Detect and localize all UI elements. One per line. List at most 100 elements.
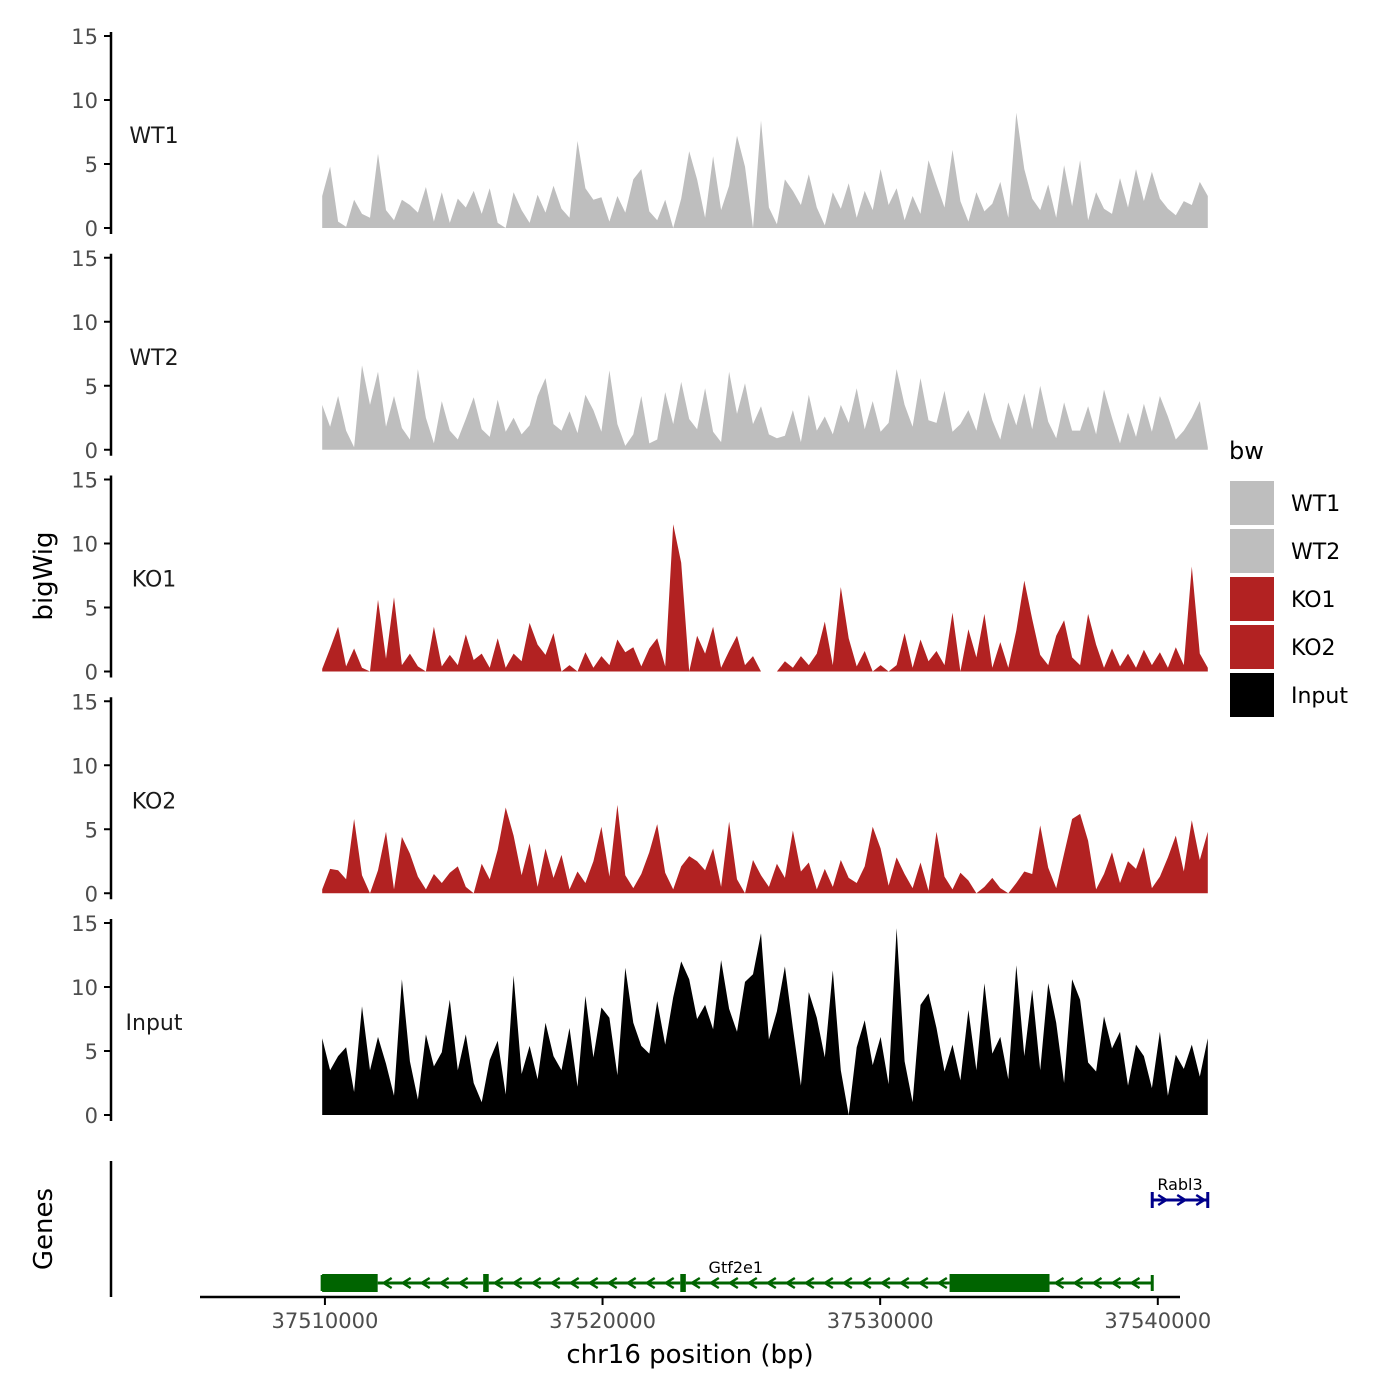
x-tick-label: 37510000 <box>271 1309 378 1333</box>
strand-arrow <box>625 1276 637 1290</box>
y-tick-label: 10 <box>71 976 98 1000</box>
coverage-area-wt1 <box>322 112 1208 228</box>
genes-track-title: Genes <box>29 1188 59 1270</box>
track-ko1: 0 5 10 15 KO1 <box>71 469 1208 685</box>
strand-arrow <box>879 1276 891 1290</box>
strand-arrow <box>492 1276 504 1290</box>
strand-arrow <box>511 1276 523 1290</box>
legend-title: bw <box>1229 437 1264 465</box>
gene-label: Rabl3 <box>1157 1175 1202 1194</box>
strand-arrow <box>765 1276 777 1290</box>
y-tick-label: 10 <box>71 311 98 335</box>
strand-arrow <box>663 1276 675 1290</box>
y-tick-label: 15 <box>71 690 98 714</box>
gene-exon <box>680 1274 686 1292</box>
y-tick-label: 5 <box>85 375 98 399</box>
gene-gtf2e1: Gtf2e1 <box>320 1258 1154 1292</box>
strand-arrow <box>803 1276 815 1290</box>
strand-arrow <box>1053 1276 1065 1290</box>
y-tick-label: 0 <box>85 439 98 463</box>
x-tick-label: 37540000 <box>1104 1309 1211 1333</box>
bigwig-tracks: 0 5 10 15 WT1 0 5 10 15 WT2 0 5 10 15 KO1 0 5 10 15 KO2 0 5 10… <box>71 25 1208 1128</box>
track-label: WT1 <box>129 124 178 149</box>
strand-arrow <box>727 1276 739 1290</box>
y-tick-label: 5 <box>85 1040 98 1064</box>
strand-arrow <box>568 1276 580 1290</box>
track-wt1: 0 5 10 15 WT1 <box>71 25 1208 241</box>
strand-arrow <box>784 1276 796 1290</box>
strand-arrow <box>530 1276 542 1290</box>
x-axis: chr16 position (bp) 37510000 37520000 3753… <box>200 1295 1211 1370</box>
y-tick-label: 10 <box>71 754 98 778</box>
strand-arrow <box>860 1276 872 1290</box>
y-tick-label: 10 <box>71 533 98 557</box>
coverage-area-ko2 <box>322 804 1208 894</box>
coverage-area-input <box>322 928 1208 1115</box>
y-tick-label: 5 <box>85 597 98 621</box>
legend-label-wt1: WT1 <box>1291 492 1340 517</box>
strand-arrow <box>1091 1276 1103 1290</box>
strand-arrow <box>419 1276 431 1290</box>
gene-exon <box>483 1274 489 1292</box>
gene-rabl3: Rabl3 <box>1150 1175 1210 1208</box>
y-tick-label: 15 <box>71 25 98 49</box>
strand-arrow <box>1157 1193 1169 1207</box>
strand-arrow <box>587 1276 599 1290</box>
track-label: WT2 <box>129 346 178 371</box>
legend: bw WT1 WT2 KO1 KO2 Input <box>1229 437 1348 717</box>
strand-arrow <box>644 1276 656 1290</box>
legend-label-ko2: KO2 <box>1291 636 1336 661</box>
gene-label: Gtf2e1 <box>709 1258 764 1277</box>
x-tick-label: 37520000 <box>549 1309 656 1333</box>
track-label: KO1 <box>132 568 177 593</box>
strand-arrow <box>1176 1193 1188 1207</box>
legend-swatch-wt2 <box>1230 529 1274 573</box>
coverage-area-ko1 <box>322 524 1208 672</box>
strand-arrow <box>606 1276 618 1290</box>
y-tick-label: 10 <box>71 89 98 113</box>
legend-swatch-ko1 <box>1230 577 1274 621</box>
x-tick-label: 37530000 <box>827 1309 934 1333</box>
gene-track: Genes Gtf2e1 Rabl3 <box>29 1161 1210 1297</box>
coverage-area-wt2 <box>322 365 1208 450</box>
legend-label-input: Input <box>1291 684 1348 709</box>
legend-label-wt2: WT2 <box>1291 540 1340 565</box>
strand-arrow <box>1195 1193 1207 1207</box>
track-ko2: 0 5 10 15 KO2 <box>71 690 1208 906</box>
y-tick-label: 0 <box>85 1104 98 1128</box>
y-tick-label: 0 <box>85 882 98 906</box>
y-tick-label: 15 <box>71 469 98 493</box>
strand-arrow <box>917 1276 929 1290</box>
strand-arrow <box>400 1276 412 1290</box>
y-tick-label: 0 <box>85 661 98 685</box>
strand-arrow <box>746 1276 758 1290</box>
x-axis-title: chr16 position (bp) <box>566 1340 813 1370</box>
y-tick-label: 5 <box>85 818 98 842</box>
strand-arrow <box>841 1276 853 1290</box>
strand-arrow <box>1129 1276 1141 1290</box>
strand-arrow <box>1072 1276 1084 1290</box>
y-tick-label: 5 <box>85 153 98 177</box>
strand-arrow <box>936 1276 948 1290</box>
track-label: Input <box>126 1011 183 1036</box>
strand-arrow <box>1110 1276 1122 1290</box>
gene-exon <box>949 1274 1050 1292</box>
gene-exon <box>322 1274 378 1292</box>
strand-arrow <box>898 1276 910 1290</box>
track-label: KO2 <box>132 789 177 814</box>
strand-arrow <box>689 1276 701 1290</box>
strand-arrow <box>381 1276 393 1290</box>
y-tick-label: 15 <box>71 247 98 271</box>
legend-label-ko1: KO1 <box>1291 588 1336 613</box>
track-wt2: 0 5 10 15 WT2 <box>71 247 1208 463</box>
y-tick-label: 15 <box>71 912 98 936</box>
strand-arrow <box>438 1276 450 1290</box>
legend-swatch-ko2 <box>1230 625 1274 669</box>
legend-swatch-wt1 <box>1230 481 1274 525</box>
y-tick-label: 0 <box>85 217 98 241</box>
legend-swatch-input <box>1230 673 1274 717</box>
strand-arrow <box>549 1276 561 1290</box>
strand-arrow <box>822 1276 834 1290</box>
y-axis-title: bigWig <box>29 531 59 620</box>
